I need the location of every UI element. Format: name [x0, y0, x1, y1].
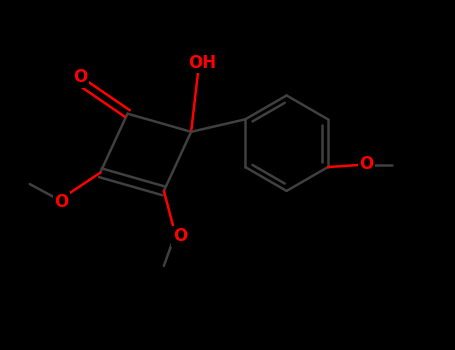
Text: O: O	[74, 68, 88, 86]
Text: O: O	[55, 193, 69, 211]
Text: OH: OH	[188, 54, 217, 72]
Text: O: O	[172, 228, 187, 245]
Text: O: O	[359, 155, 374, 173]
